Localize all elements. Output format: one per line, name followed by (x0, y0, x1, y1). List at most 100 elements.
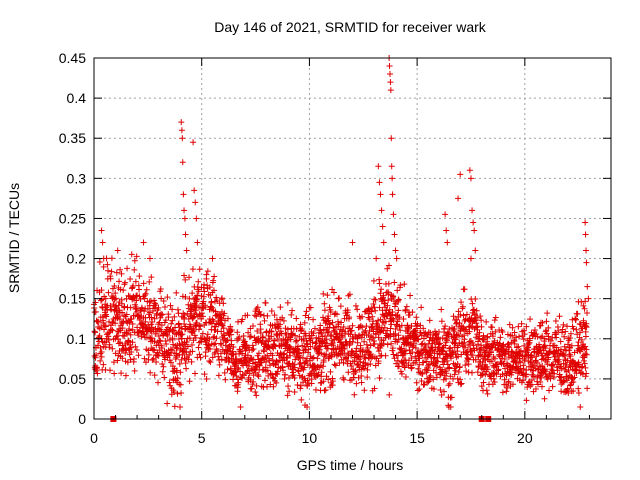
data-point (533, 330, 540, 337)
data-point-peak (582, 219, 589, 226)
data-point (117, 339, 124, 346)
data-point (440, 348, 447, 355)
data-point (109, 327, 116, 334)
data-point (567, 353, 574, 360)
data-point (378, 286, 385, 293)
data-point (270, 375, 277, 382)
data-point-peak (390, 211, 397, 218)
data-point (360, 347, 367, 354)
data-point (202, 304, 209, 311)
data-point (376, 304, 383, 311)
data-point (119, 320, 126, 327)
data-point (385, 262, 392, 269)
data-point (287, 336, 294, 343)
data-point (125, 337, 132, 344)
data-point (117, 266, 124, 273)
data-point (246, 333, 253, 340)
data-point (457, 381, 464, 388)
data-point (254, 304, 261, 311)
data-point (217, 350, 224, 357)
data-point (173, 289, 180, 296)
data-point (462, 362, 469, 369)
data-point (314, 372, 321, 379)
data-point (246, 370, 253, 377)
data-point (353, 345, 360, 352)
data-point (570, 378, 577, 385)
data-point-peak (455, 195, 462, 202)
data-point (427, 372, 434, 379)
data-point (196, 351, 203, 358)
data-point (301, 319, 308, 326)
data-point (105, 336, 112, 343)
data-point (161, 374, 168, 381)
data-point (129, 339, 136, 346)
data-point (361, 338, 368, 345)
data-point (568, 342, 575, 349)
data-point (381, 300, 388, 307)
data-point (174, 390, 181, 397)
data-point (245, 329, 252, 336)
data-point (268, 307, 275, 314)
data-point (460, 312, 467, 319)
data-point (102, 295, 109, 302)
data-point (423, 333, 430, 340)
data-point (384, 312, 391, 319)
data-point (182, 276, 189, 283)
data-point (397, 327, 404, 334)
data-point (365, 332, 372, 339)
data-point (148, 314, 155, 321)
data-point (482, 357, 489, 364)
data-point (484, 333, 491, 340)
data-point (362, 355, 369, 362)
data-point (109, 319, 116, 326)
data-point (538, 374, 545, 381)
data-point (363, 323, 370, 330)
data-point (354, 306, 361, 313)
data-point (469, 352, 476, 359)
data-point (450, 313, 457, 320)
data-point (170, 327, 177, 334)
data-point (458, 380, 465, 387)
data-point (524, 384, 531, 391)
data-point (339, 327, 346, 334)
data-point (186, 274, 193, 281)
data-point (196, 266, 203, 273)
data-point (513, 334, 520, 341)
data-point (195, 344, 202, 351)
data-point (369, 313, 376, 320)
data-point (267, 381, 274, 388)
data-point (413, 314, 420, 321)
data-point-peak (585, 295, 592, 302)
data-point (149, 318, 156, 325)
data-point (92, 354, 99, 361)
data-point (416, 361, 423, 368)
data-point-peak (583, 247, 590, 254)
data-point (108, 326, 115, 333)
data-point (180, 348, 187, 355)
data-point (340, 323, 347, 330)
data-point (389, 345, 396, 352)
data-point (206, 357, 213, 364)
data-point (118, 370, 125, 377)
data-point (131, 257, 138, 264)
data-point (408, 365, 415, 372)
data-point (236, 334, 243, 341)
data-point (408, 364, 415, 371)
data-point (95, 318, 102, 325)
data-point (417, 322, 424, 329)
data-point (527, 316, 534, 323)
data-point (480, 332, 487, 339)
data-point (151, 372, 158, 379)
data-point (317, 343, 324, 350)
data-point (544, 376, 551, 383)
data-point (454, 353, 461, 360)
data-point (305, 346, 312, 353)
data-point (358, 334, 365, 341)
data-point (249, 342, 256, 349)
data-point (339, 334, 346, 341)
data-point (218, 341, 225, 348)
data-point (302, 359, 309, 366)
data-point (501, 376, 508, 383)
data-point-peak (190, 139, 197, 146)
data-point (426, 317, 433, 324)
